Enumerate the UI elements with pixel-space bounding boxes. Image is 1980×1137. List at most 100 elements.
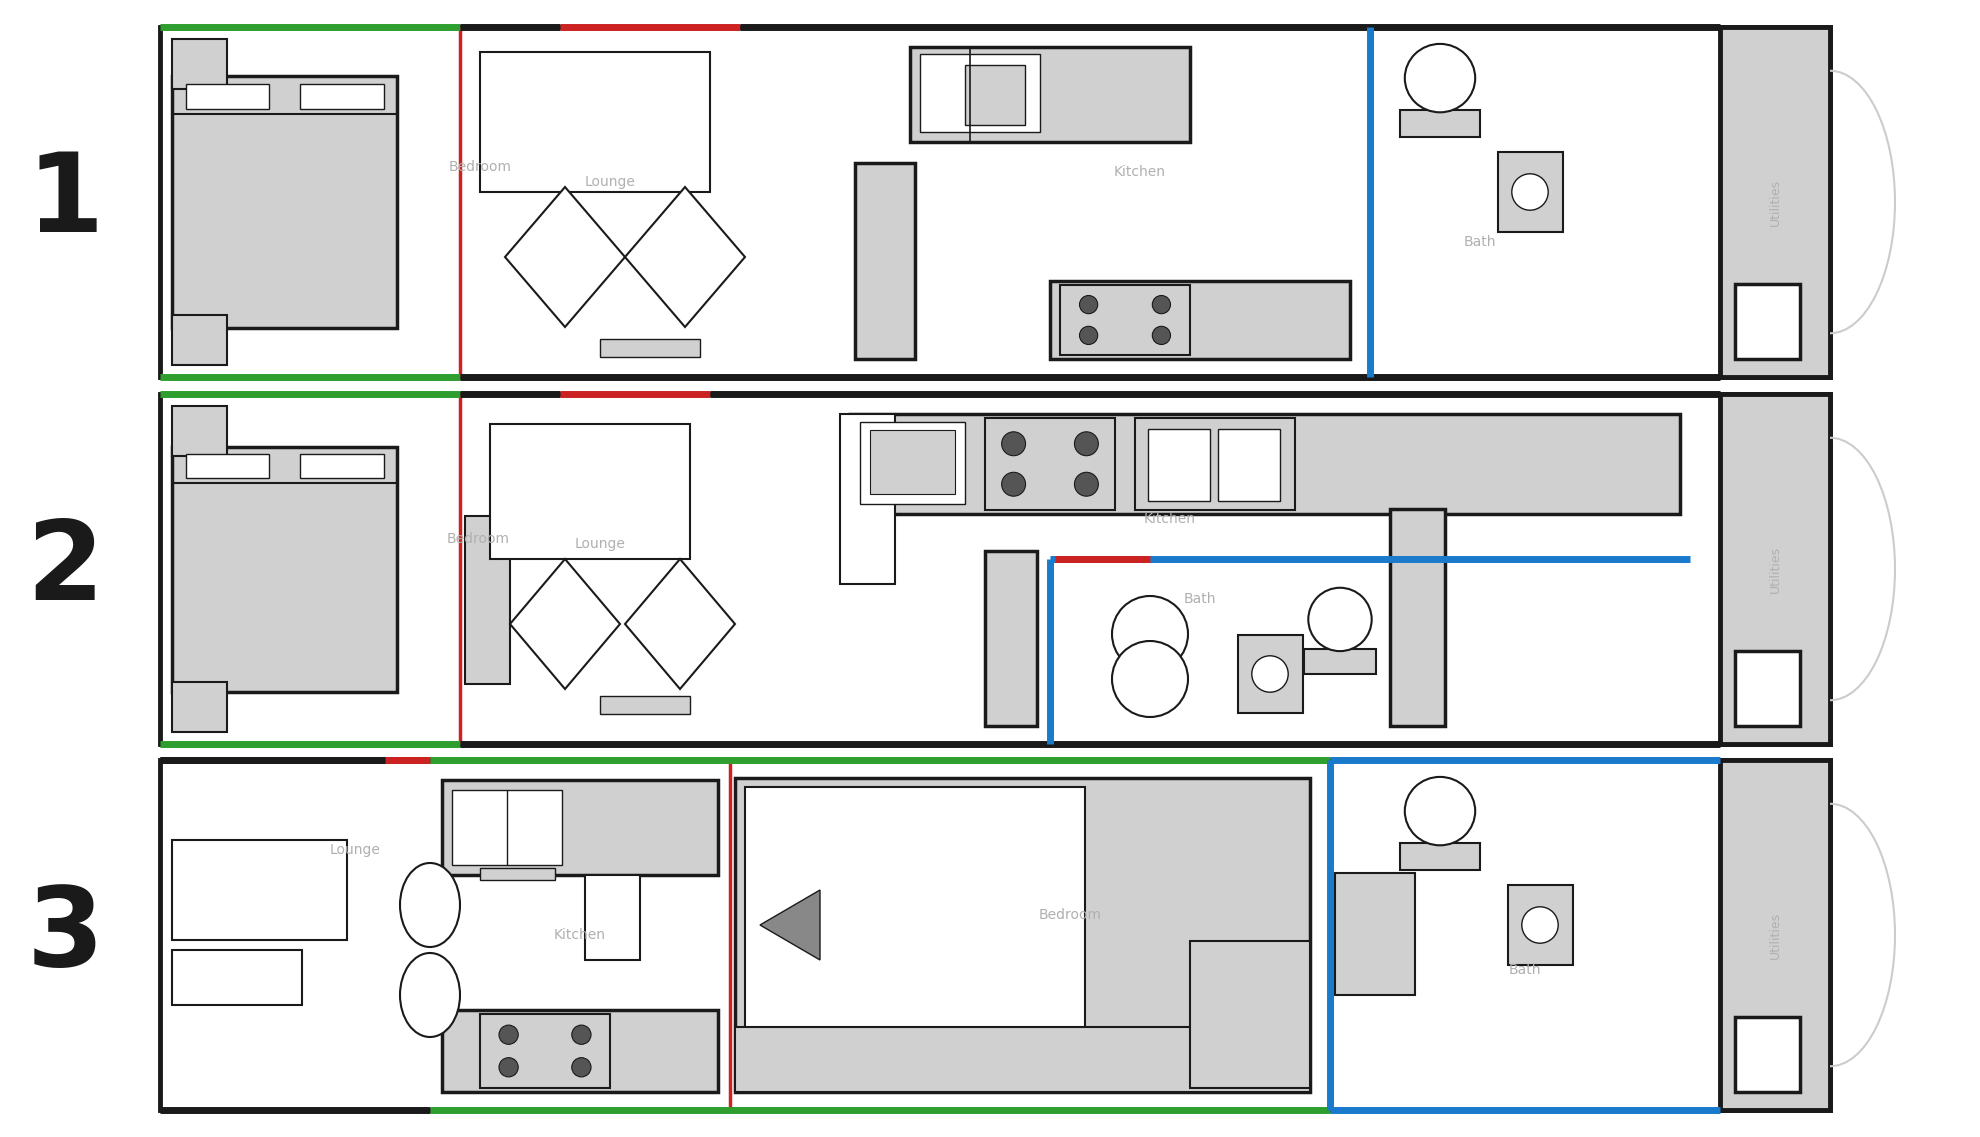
Text: Bath: Bath [1184, 592, 1216, 606]
Circle shape [1075, 432, 1099, 456]
Text: Utilities: Utilities [1768, 912, 1782, 958]
Bar [600, 339, 701, 357]
Circle shape [1002, 432, 1026, 456]
Text: Utilities: Utilities [1768, 179, 1782, 225]
Bar [849, 414, 1679, 514]
Bar [442, 1010, 719, 1092]
Bar [1400, 110, 1479, 136]
Text: 2: 2 [26, 515, 103, 622]
Circle shape [1002, 472, 1026, 496]
Bar [1390, 509, 1445, 727]
Bar [1059, 285, 1190, 355]
Text: Bath: Bath [1509, 963, 1540, 977]
Text: 3: 3 [26, 881, 103, 988]
Bar [301, 454, 384, 479]
Text: Kitchen: Kitchen [1144, 512, 1196, 526]
Bar [855, 163, 915, 359]
Bar [186, 83, 269, 109]
Circle shape [1079, 296, 1097, 314]
Circle shape [572, 1026, 590, 1045]
Bar [840, 414, 895, 584]
Bar [172, 39, 228, 89]
Text: Bedroom: Bedroom [1038, 908, 1101, 922]
Bar [479, 52, 711, 192]
Text: Utilities: Utilities [1768, 546, 1782, 592]
Bar [1135, 418, 1295, 511]
Circle shape [1513, 174, 1548, 210]
Bar [584, 875, 640, 960]
Bar [1734, 284, 1800, 359]
Bar [1335, 872, 1416, 995]
Text: Bedroom: Bedroom [449, 160, 511, 174]
Circle shape [1113, 641, 1188, 717]
Text: Lounge: Lounge [574, 537, 626, 551]
Bar [735, 778, 1311, 1092]
Bar [1148, 429, 1210, 501]
Circle shape [1079, 326, 1097, 345]
Text: 1: 1 [26, 149, 103, 256]
Bar [160, 395, 1830, 744]
Bar [1721, 27, 1830, 377]
Bar [451, 790, 562, 865]
Bar [172, 447, 398, 691]
Ellipse shape [1404, 777, 1475, 845]
Bar [465, 516, 511, 684]
Circle shape [1251, 656, 1289, 692]
Text: Lounge: Lounge [584, 175, 636, 189]
Text: Kitchen: Kitchen [554, 928, 606, 941]
Polygon shape [626, 186, 744, 327]
Bar [1734, 1016, 1800, 1092]
Bar [600, 696, 689, 714]
Bar [172, 840, 346, 940]
Bar [1507, 885, 1572, 965]
Bar [984, 551, 1038, 727]
Text: Kitchen: Kitchen [1115, 165, 1166, 179]
Bar [869, 430, 954, 493]
Bar [1218, 429, 1279, 501]
Bar [744, 787, 1085, 1082]
Bar [1049, 281, 1350, 359]
Bar [964, 65, 1026, 125]
Bar [1721, 760, 1830, 1110]
Bar [442, 780, 719, 875]
Bar [1400, 844, 1479, 870]
Bar [1734, 652, 1800, 727]
Polygon shape [626, 559, 735, 689]
Text: Lounge: Lounge [329, 843, 380, 857]
Bar [479, 1014, 610, 1088]
Bar [984, 418, 1115, 511]
Bar [1497, 152, 1562, 232]
Circle shape [499, 1026, 519, 1045]
Circle shape [1152, 326, 1170, 345]
Circle shape [1152, 296, 1170, 314]
Text: Bath: Bath [1463, 235, 1497, 249]
Ellipse shape [400, 863, 459, 947]
Bar [160, 27, 1830, 377]
Polygon shape [760, 890, 820, 960]
Bar [172, 951, 303, 1005]
Bar [172, 406, 228, 456]
Polygon shape [511, 559, 620, 689]
Ellipse shape [1309, 588, 1372, 652]
Bar [186, 454, 269, 479]
Circle shape [499, 1057, 519, 1077]
Bar [172, 682, 228, 732]
Bar [911, 47, 1190, 142]
Bar [1190, 941, 1311, 1088]
Bar [479, 868, 554, 880]
Bar [1305, 649, 1376, 674]
Ellipse shape [400, 953, 459, 1037]
Circle shape [1523, 907, 1558, 944]
Text: Bedroom: Bedroom [447, 532, 509, 546]
Polygon shape [505, 186, 626, 327]
Circle shape [1075, 472, 1099, 496]
Bar [735, 1027, 1311, 1092]
Circle shape [1113, 596, 1188, 672]
Ellipse shape [1404, 44, 1475, 113]
Bar [1721, 395, 1830, 744]
Bar [1238, 634, 1303, 713]
Bar [172, 315, 228, 365]
Bar [160, 760, 1830, 1110]
Bar [921, 53, 1040, 132]
Bar [489, 424, 689, 559]
